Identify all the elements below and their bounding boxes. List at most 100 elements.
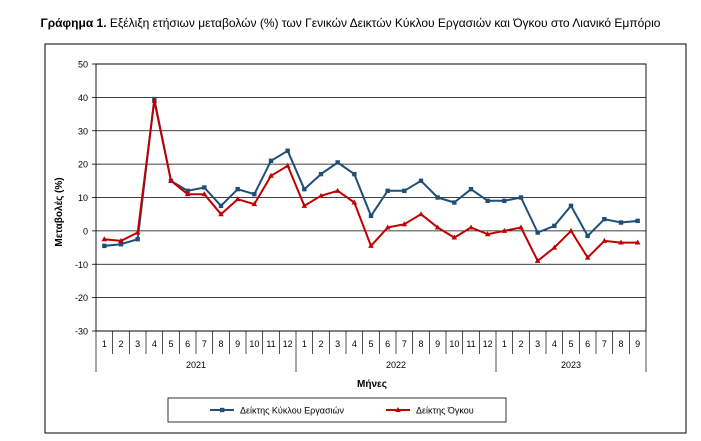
chart-frame: [44, 43, 687, 434]
x-axis-label: Μήνες: [357, 379, 387, 390]
data-point: [568, 203, 574, 209]
y-tick-label: -30: [75, 327, 88, 337]
data-point: [484, 231, 491, 237]
x-tick-label: 5: [568, 339, 573, 349]
x-tick-label: 6: [185, 339, 190, 349]
legend: Δείκτης Κύκλου Εργασιών Δείκτης Όγκου: [167, 397, 507, 423]
data-point: [384, 224, 391, 230]
x-tick-label: 9: [235, 339, 240, 349]
data-point: [268, 158, 274, 163]
data-point: [234, 196, 241, 202]
data-point: [434, 224, 441, 230]
gridlines: [95, 63, 647, 332]
x-tick-label: 1: [302, 339, 307, 349]
x-tick-label: 2: [518, 339, 523, 349]
data-point: [218, 211, 224, 217]
data-point: [352, 171, 357, 177]
data-point: [452, 200, 457, 205]
data-point: [201, 191, 208, 197]
y-tick-label: 50: [78, 60, 88, 70]
data-point: [368, 213, 374, 219]
data-point: [202, 185, 207, 190]
data-point: [235, 186, 240, 192]
data-point: [551, 244, 558, 250]
data-point: [118, 237, 124, 243]
data-point: [184, 191, 191, 197]
data-point: [218, 203, 224, 209]
data-point: [501, 227, 508, 233]
data-point: [385, 188, 390, 194]
legend-item-1: Δείκτης Κύκλου Εργασιών: [210, 406, 345, 416]
data-point: [468, 224, 474, 230]
x-tick-label: 12: [283, 339, 293, 349]
data-point: [101, 236, 108, 242]
y-tick-label: 0: [83, 226, 88, 236]
data-point: [518, 195, 524, 200]
data-point: [618, 220, 624, 225]
series-2: [101, 97, 641, 263]
x-tick-label: 11: [266, 339, 275, 349]
data-point: [285, 148, 290, 153]
x-tick-label: 2: [118, 339, 123, 349]
x-tick-label: 10: [449, 339, 459, 349]
data-point: [602, 216, 607, 222]
x-tick-label: 7: [402, 339, 407, 349]
data-point: [618, 239, 624, 245]
x-tick-label: 12: [483, 339, 493, 349]
data-point: [435, 195, 440, 200]
data-point: [635, 218, 640, 224]
year-label: 2021: [186, 360, 206, 370]
y-tick-label: 30: [78, 126, 88, 136]
series-layer: [101, 96, 641, 263]
data-point: [601, 237, 608, 243]
x-tick-label: 10: [249, 339, 259, 349]
data-point: [535, 230, 540, 235]
data-point: [468, 186, 474, 192]
data-point: [485, 198, 490, 204]
chart-title-text: Εξέλιξη ετήσιων μεταβολών (%) των Γενικώ…: [106, 16, 661, 30]
y-axis: -30 -20 -10 0 10 20 30 40 50: [75, 60, 96, 337]
data-point: [552, 223, 557, 229]
x-tick-label: 6: [385, 339, 390, 349]
data-point: [451, 234, 458, 240]
x-tick-label: 3: [535, 339, 540, 349]
data-point: [402, 188, 407, 194]
x-tick-label: 3: [335, 339, 340, 349]
data-point: [134, 229, 141, 235]
data-point: [151, 97, 158, 103]
x-tick-label: 4: [352, 339, 357, 349]
x-tick-label: 7: [602, 339, 607, 349]
y-axis-label: Μεταβολές (%): [54, 177, 65, 246]
x-tick-label: 1: [102, 339, 107, 349]
x-tick-label: 5: [168, 339, 173, 349]
data-point: [368, 242, 374, 248]
data-point: [268, 172, 274, 178]
data-point: [135, 237, 140, 242]
x-tick-label: 5: [368, 339, 373, 349]
x-tick-label: 1: [502, 339, 507, 349]
data-point: [534, 257, 541, 263]
year-label: 2023: [561, 360, 581, 370]
data-point: [401, 221, 408, 227]
data-point: [168, 177, 174, 183]
x-tick-label: 8: [618, 339, 623, 349]
x-tick-label: 4: [552, 339, 557, 349]
series-1: [102, 96, 640, 249]
legend-item-2: Δείκτης Όγκου: [386, 406, 474, 416]
legend-label: Δείκτης Όγκου: [416, 406, 474, 416]
data-point: [318, 192, 324, 198]
x-tick-label: 7: [202, 339, 207, 349]
x-tick-label: 9: [435, 339, 440, 349]
data-point: [185, 188, 190, 194]
y-tick-label: -20: [75, 293, 88, 303]
x-tick-label: 3: [135, 339, 140, 349]
data-point: [634, 239, 641, 245]
data-point: [284, 162, 291, 168]
x-axis: 1 2 3 4 5 6 7 8 9 10 11 12 1 2 3 4 5 6 7 8 9 10 11 12 1 2 3 4 5 6 7 8 92…: [95, 331, 647, 372]
data-point: [585, 233, 590, 239]
series-line: [104, 99, 638, 262]
data-point: [584, 254, 591, 260]
x-tick-label: 9: [635, 339, 640, 349]
data-point: [518, 224, 524, 230]
